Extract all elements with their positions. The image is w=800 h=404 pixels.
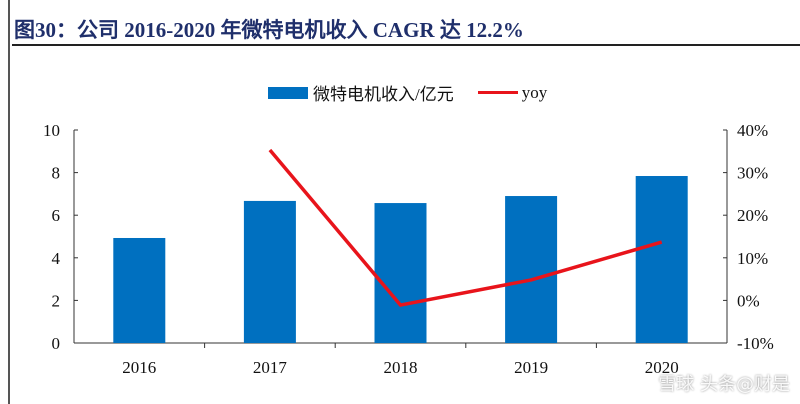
- right-tick-label: -10%: [737, 334, 774, 353]
- left-tick-label: 6: [52, 206, 61, 225]
- left-tick-label: 4: [52, 249, 61, 268]
- left-tick-label: 2: [52, 291, 61, 310]
- bar-2020: [635, 176, 688, 343]
- title-rule: [12, 44, 800, 46]
- left-tick-label: 8: [52, 164, 61, 183]
- right-tick-label: 10%: [737, 249, 768, 268]
- bar-2017: [243, 200, 296, 343]
- right-tick-label: 30%: [737, 164, 768, 183]
- bar-2018: [374, 203, 427, 343]
- legend-line-label: yoy: [521, 82, 548, 102]
- legend: 微特电机收入/亿元 yoy: [268, 80, 547, 105]
- left-tick-label: 0: [52, 334, 61, 353]
- right-tick-label: 40%: [737, 121, 768, 140]
- legend-line-swatch: [477, 91, 518, 94]
- x-tick-label: 2019: [514, 358, 548, 377]
- watermark: 雪球 头条@财是: [658, 374, 790, 395]
- x-tick-label: 2018: [384, 358, 418, 377]
- x-tick-label: 2017: [253, 358, 288, 377]
- left-tick-label: 10: [43, 121, 60, 140]
- chart-title: 图30：公司 2016-2020 年微特电机收入 CAGR 达 12.2%: [14, 18, 524, 42]
- x-tick-label: 2020: [645, 358, 679, 377]
- left-border: [0, 0, 10, 404]
- legend-bar-swatch: [268, 86, 308, 99]
- right-tick-label: 20%: [737, 206, 768, 225]
- legend-bar-label: 微特电机收入/亿元: [313, 85, 454, 104]
- right-tick-label: 0%: [737, 291, 760, 310]
- bar-2016: [113, 237, 166, 343]
- x-tick-label: 2016: [122, 358, 156, 377]
- bar-2019: [505, 196, 558, 343]
- yoy-line: [268, 148, 663, 307]
